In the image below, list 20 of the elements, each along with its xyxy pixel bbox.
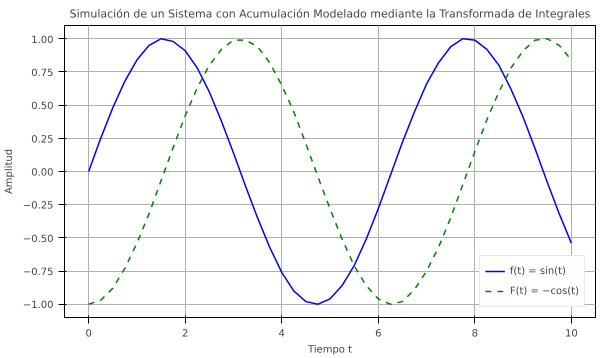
y-tick-label: −1.00 <box>22 300 54 312</box>
y-tick-label: 0.25 <box>31 134 54 146</box>
y-tick-label: 0.75 <box>31 68 54 79</box>
x-tick-label: 8 <box>472 328 478 340</box>
x-tick-label: 0 <box>85 328 92 340</box>
chart-title: Simulación de un Sistema con Acumulación Modelado mediante la Transformada de Integrales <box>70 8 591 20</box>
y-axis-title: Amplitud <box>4 148 15 194</box>
y-tick-label: 1.00 <box>31 34 54 46</box>
legend-label: F(t) = −cos(t) <box>510 286 579 296</box>
x-tick-label: 6 <box>375 328 382 340</box>
y-tick-label: 0.50 <box>31 101 54 112</box>
y-tick-label: −0.25 <box>22 200 54 212</box>
x-tick-label: 2 <box>182 328 188 340</box>
legend-label: f(t) = sin(t) <box>510 266 566 276</box>
y-tick-label: −0.75 <box>22 267 54 278</box>
y-tick-label: 0.00 <box>31 168 54 178</box>
x-axis-title: Tiempo t <box>306 344 352 356</box>
y-tick-label: −0.50 <box>22 234 54 245</box>
x-tick-label: 10 <box>565 328 578 340</box>
x-tick-label: 4 <box>278 328 285 340</box>
